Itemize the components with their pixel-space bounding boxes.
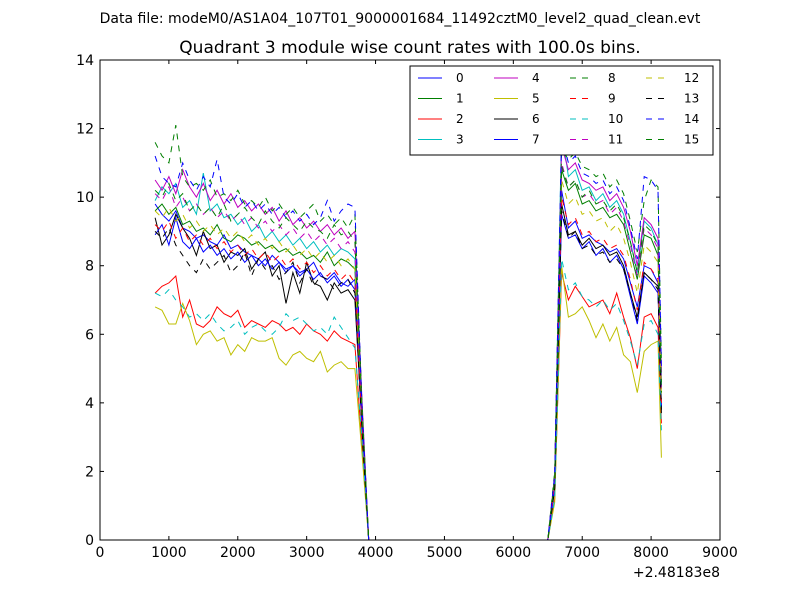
legend-label-7: 7 [532,133,540,147]
legend-label-10: 10 [608,112,623,126]
series-line-1 [154,169,662,541]
legend-label-12: 12 [684,71,699,85]
legend-label-8: 8 [608,71,616,85]
x-tick-label: 7000 [564,545,600,561]
series-line-11 [154,162,662,541]
x-axis-offset-label: +2.48183e8 [633,565,720,581]
x-tick-label: 8000 [633,545,669,561]
legend-label-15: 15 [684,133,699,147]
y-tick-label: 14 [76,53,94,69]
y-tick-label: 0 [85,533,94,549]
x-tick-label: 3000 [289,545,325,561]
y-tick-label: 8 [85,259,94,275]
y-tick-label: 2 [85,464,94,480]
chart-title: Quadrant 3 module wise count rates with … [179,38,640,58]
series-line-10 [154,258,662,541]
legend-label-5: 5 [532,92,540,106]
x-tick-label: 4000 [358,545,394,561]
y-tick-label: 4 [85,396,94,412]
x-tick-label: 2000 [220,545,256,561]
plot-frame [99,59,721,541]
figure-suptitle: Data file: modeM0/AS1A04_107T01_90000016… [100,11,701,27]
series-line-12 [154,179,662,541]
series-line-15 [154,166,662,541]
legend-label-4: 4 [532,71,540,85]
series-line-3 [154,128,662,541]
legend-label-3: 3 [456,133,464,147]
series-line-9 [154,196,662,541]
legend-label-0: 0 [456,71,464,85]
y-tick-label: 12 [76,122,94,138]
legend-label-2: 2 [456,112,464,126]
series-line-14 [154,135,662,541]
legend-label-13: 13 [684,92,699,106]
x-tick-label: 1000 [151,545,187,561]
series-line-5 [154,265,662,541]
series-line-0 [154,190,662,541]
legend-label-6: 6 [532,112,540,126]
x-tick-label: 6000 [496,545,532,561]
y-tick-label: 10 [76,190,94,206]
legend-label-1: 1 [456,92,464,106]
series-line-2 [154,272,662,541]
series-line-6 [154,203,662,541]
x-tick-label: 5000 [427,545,463,561]
axis-ticks: 0 1000 2000 3000 4000 5000 6000 7000 8000 9000 0 2 4… [76,53,738,561]
series-line-13 [154,210,662,541]
y-tick-label: 6 [85,327,94,343]
legend-label-11: 11 [608,133,623,147]
series-line-7 [154,214,662,541]
x-tick-label: 0 [96,545,105,561]
series-line-4 [154,145,662,541]
series-layer [154,125,662,541]
legend-label-9: 9 [608,92,616,106]
x-tick-label: 9000 [702,545,738,561]
legend-label-14: 14 [684,112,699,126]
legend-box [409,65,714,156]
